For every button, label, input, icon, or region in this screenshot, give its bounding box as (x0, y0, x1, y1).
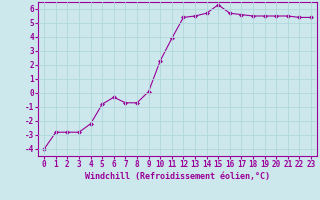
X-axis label: Windchill (Refroidissement éolien,°C): Windchill (Refroidissement éolien,°C) (85, 172, 270, 181)
